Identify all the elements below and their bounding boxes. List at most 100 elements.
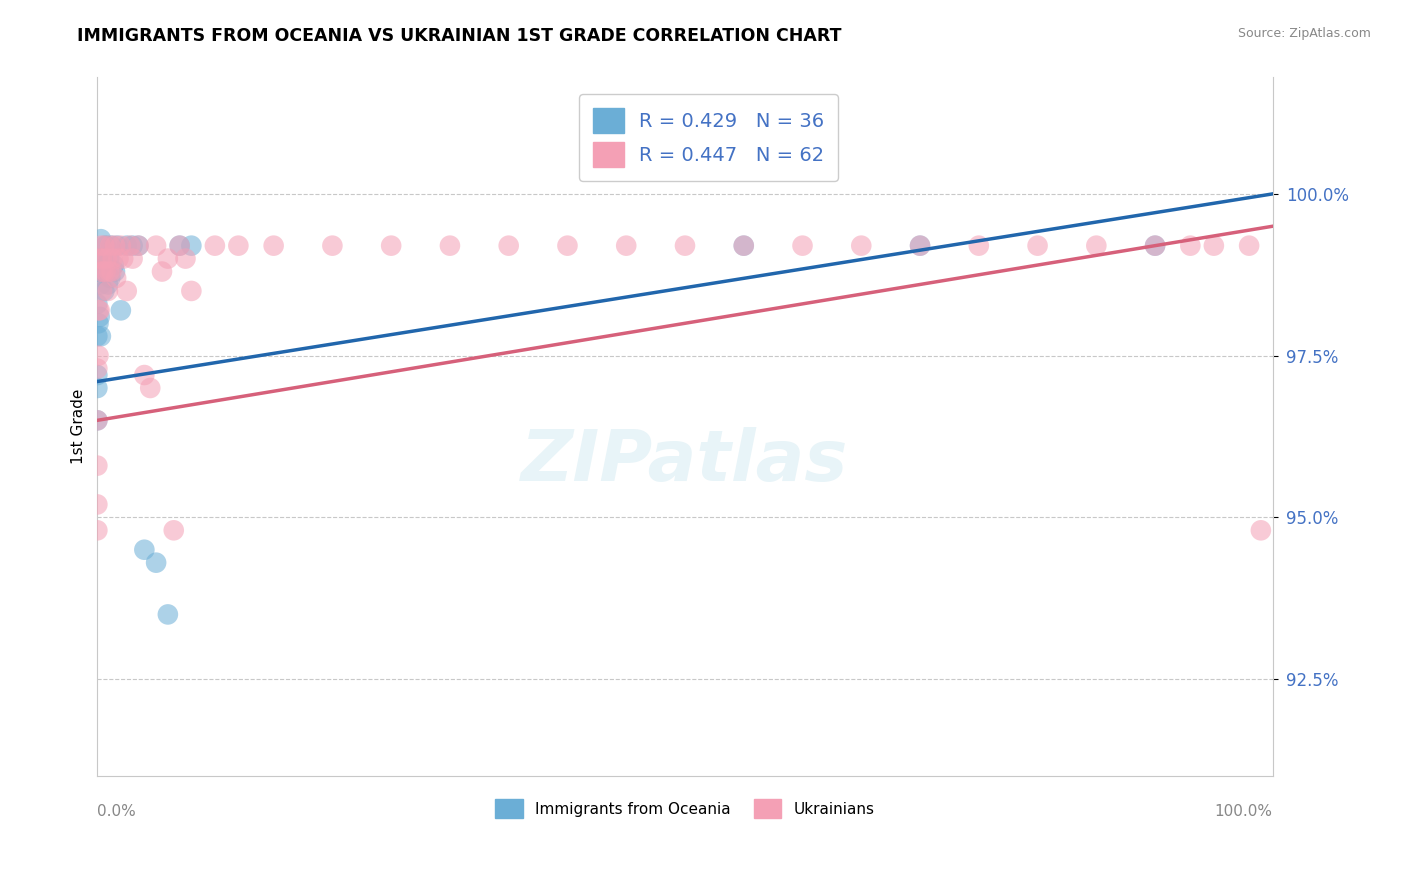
- Point: [90, 232, 112, 246]
- Point: [94, 264, 117, 278]
- Point: [169, 238, 191, 252]
- Point: [1237, 238, 1260, 252]
- Point: [139, 381, 162, 395]
- Point: [86, 524, 108, 538]
- Point: [145, 556, 167, 570]
- Point: [163, 524, 186, 538]
- Point: [967, 238, 990, 252]
- Point: [121, 252, 143, 266]
- Point: [110, 238, 132, 252]
- Point: [105, 271, 128, 285]
- Point: [1180, 238, 1202, 252]
- Point: [120, 238, 142, 252]
- Text: Source: ZipAtlas.com: Source: ZipAtlas.com: [1237, 27, 1371, 40]
- Point: [228, 238, 250, 252]
- Point: [908, 238, 931, 252]
- Point: [101, 252, 124, 266]
- Point: [104, 264, 127, 278]
- Point: [98, 271, 121, 285]
- Point: [103, 258, 125, 272]
- Point: [115, 238, 138, 252]
- Point: [104, 238, 127, 252]
- Point: [156, 252, 179, 266]
- Point: [1026, 238, 1049, 252]
- Point: [150, 264, 173, 278]
- Point: [93, 284, 115, 298]
- Point: [90, 238, 112, 252]
- Point: [98, 238, 121, 252]
- Point: [86, 413, 108, 427]
- Point: [97, 284, 120, 298]
- Point: [90, 329, 112, 343]
- Point: [97, 277, 120, 292]
- Text: 0.0%: 0.0%: [97, 804, 136, 819]
- Point: [89, 264, 111, 278]
- Point: [134, 542, 156, 557]
- Point: [86, 329, 108, 343]
- Point: [792, 238, 814, 252]
- Text: ZIPatlas: ZIPatlas: [522, 427, 849, 496]
- Point: [94, 238, 117, 252]
- Point: [89, 303, 111, 318]
- Point: [180, 284, 202, 298]
- Point: [91, 252, 114, 266]
- Point: [86, 297, 108, 311]
- Point: [127, 238, 149, 252]
- Point: [1250, 524, 1272, 538]
- Point: [169, 238, 191, 252]
- Point: [87, 316, 110, 330]
- Y-axis label: 1st Grade: 1st Grade: [72, 389, 86, 465]
- Point: [89, 310, 111, 324]
- Point: [851, 238, 873, 252]
- Point: [100, 264, 122, 278]
- Point: [321, 238, 343, 252]
- Point: [110, 303, 132, 318]
- Point: [673, 238, 696, 252]
- Point: [96, 252, 118, 266]
- Point: [127, 238, 149, 252]
- Point: [87, 303, 110, 318]
- Point: [112, 252, 135, 266]
- Point: [90, 277, 112, 292]
- Text: 100.0%: 100.0%: [1215, 804, 1272, 819]
- Point: [180, 238, 202, 252]
- Point: [87, 349, 110, 363]
- Point: [733, 238, 755, 252]
- Point: [105, 238, 128, 252]
- Point: [121, 238, 143, 252]
- Point: [107, 252, 129, 266]
- Point: [614, 238, 637, 252]
- Point: [733, 238, 755, 252]
- Point: [380, 238, 402, 252]
- Point: [439, 238, 461, 252]
- Point: [1144, 238, 1167, 252]
- Point: [86, 458, 108, 473]
- Point: [134, 368, 156, 382]
- Point: [91, 252, 114, 266]
- Point: [96, 258, 118, 272]
- Point: [91, 264, 114, 278]
- Point: [93, 238, 115, 252]
- Point: [156, 607, 179, 622]
- Point: [100, 238, 122, 252]
- Point: [90, 264, 112, 278]
- Point: [89, 252, 111, 266]
- Point: [86, 498, 108, 512]
- Point: [174, 252, 197, 266]
- Point: [86, 413, 108, 427]
- Point: [204, 238, 226, 252]
- Point: [115, 284, 138, 298]
- Point: [86, 381, 108, 395]
- Point: [91, 264, 114, 278]
- Point: [145, 238, 167, 252]
- Point: [87, 252, 110, 266]
- Point: [86, 361, 108, 376]
- Point: [1085, 238, 1108, 252]
- Point: [86, 368, 108, 382]
- Point: [91, 284, 114, 298]
- Point: [498, 238, 520, 252]
- Point: [908, 238, 931, 252]
- Point: [98, 252, 121, 266]
- Point: [1144, 238, 1167, 252]
- Text: IMMIGRANTS FROM OCEANIA VS UKRAINIAN 1ST GRADE CORRELATION CHART: IMMIGRANTS FROM OCEANIA VS UKRAINIAN 1ST…: [77, 27, 842, 45]
